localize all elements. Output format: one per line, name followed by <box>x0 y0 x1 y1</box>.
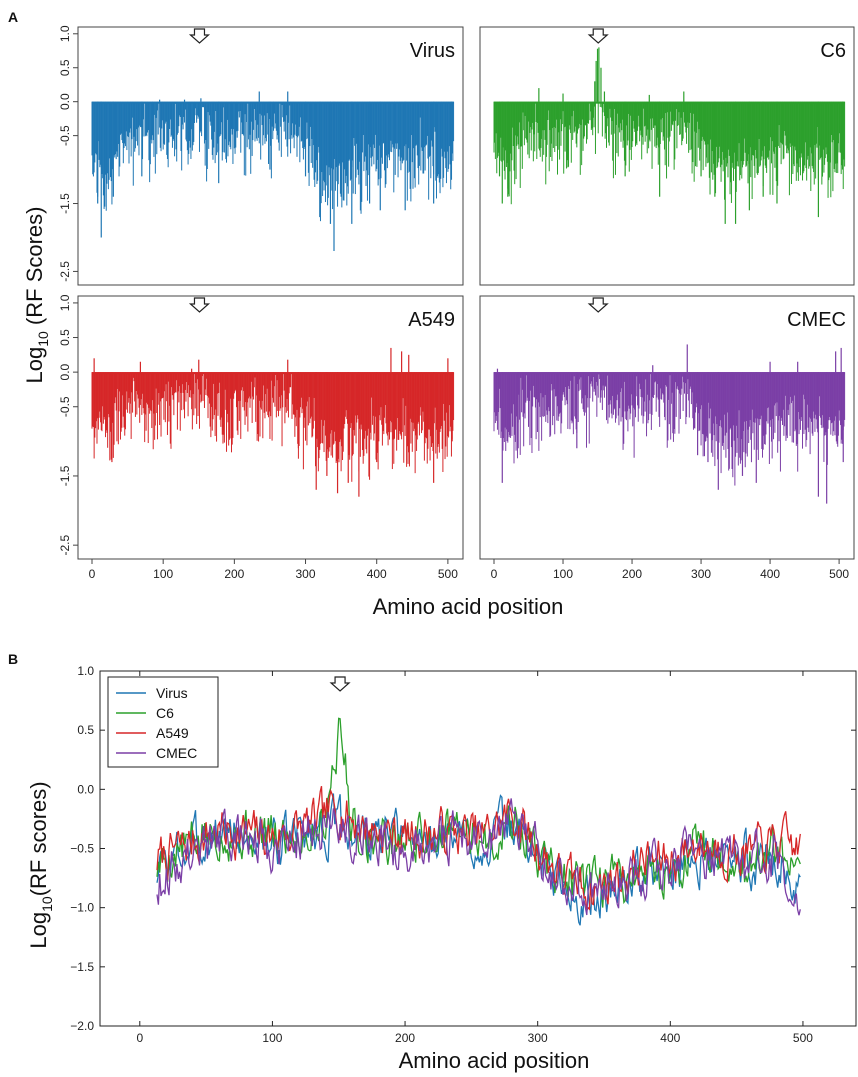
baseline <box>494 101 845 104</box>
y-tick-label: -1.5 <box>58 193 72 214</box>
y-tick-label: −1.0 <box>70 901 94 915</box>
y-tick-label: -2.5 <box>58 261 72 282</box>
peak-arrow-icon <box>587 297 609 313</box>
panel-title: C6 <box>820 40 846 62</box>
y-tick-label: 0.0 <box>77 782 94 796</box>
panel-b-ylabel-rest: (RF scores) <box>26 781 51 896</box>
x-tick-label: 400 <box>367 567 387 581</box>
y-tick-label: 1.0 <box>77 664 94 678</box>
x-tick-label: 500 <box>438 567 458 581</box>
panel-a-ylabel-log: Log <box>22 347 47 384</box>
peak-arrow-icon <box>188 28 211 44</box>
x-tick-label: 100 <box>153 567 173 581</box>
panel-frame <box>479 26 855 286</box>
panel-B: 1.0 0.5 0.0 −0.5 −1.0 −1.5 −2.0 0 100 200 300 400 50… <box>70 664 857 1045</box>
x-tick-label: 500 <box>829 567 849 581</box>
y-tick-label: 1.0 <box>58 25 72 42</box>
charts-layer: Virus 1.0 0.5 0.0 -0.5 -1.5 -2.5 C6 A549 1.0 0.5 0.… <box>58 25 857 1045</box>
panel-a-xlabel: Amino acid position <box>373 594 564 619</box>
panel-title: Virus <box>410 40 455 62</box>
baseline <box>92 372 454 375</box>
y-tick-label: -0.5 <box>58 396 72 417</box>
y-tick-label: −2.0 <box>70 1019 94 1033</box>
baseline <box>92 101 454 104</box>
x-tick-label: 100 <box>262 1031 282 1045</box>
panel-title: CMEC <box>787 309 846 331</box>
y-tick-label: 0.5 <box>58 329 72 346</box>
peak-arrow-icon <box>587 28 609 44</box>
x-tick-label: 0 <box>491 567 498 581</box>
panel-A-c6: C6 <box>479 26 855 286</box>
peak-arrow-icon <box>329 676 351 692</box>
legend-label: C6 <box>156 705 174 721</box>
legend-box <box>107 676 219 768</box>
x-tick-label: 300 <box>691 567 711 581</box>
x-tick-label: 300 <box>296 567 316 581</box>
x-tick-label: 300 <box>528 1031 548 1045</box>
y-tick-label: -2.5 <box>58 534 72 555</box>
peak-arrow-icon <box>188 297 211 313</box>
panel-A-a549: A549 1.0 0.5 0.0 -0.5 -1.5 -2.5 0 100 200 300 400 50… <box>58 294 464 581</box>
y-tick-label: 1.0 <box>58 294 72 311</box>
x-tick-label: 200 <box>622 567 642 581</box>
y-tick-label: -1.5 <box>58 465 72 486</box>
panel-a-ylabel: Log10 (RF Scores) <box>22 207 51 384</box>
panel-frame <box>479 295 855 560</box>
panel-label-a: A <box>8 9 18 25</box>
x-tick-label: 400 <box>760 567 780 581</box>
x-tick-label: 500 <box>793 1031 813 1045</box>
y-tick-label: 0.5 <box>58 59 72 76</box>
y-tick-label: −0.5 <box>70 842 94 856</box>
panel-A-cmec: CMEC 0 100 200 300 400 500 <box>479 295 855 581</box>
baseline <box>494 372 845 375</box>
legend-label: A549 <box>156 725 189 741</box>
panel-b-xlabel: Amino acid position <box>399 1048 590 1073</box>
panel-a-ylabel-rest: (RF Scores) <box>22 207 47 332</box>
legend-label: Virus <box>156 685 188 701</box>
y-tick-label: 0.0 <box>58 93 72 110</box>
x-tick-label: 0 <box>136 1031 143 1045</box>
legend-label: CMEC <box>156 745 197 761</box>
y-tick-label: 0.5 <box>77 723 94 737</box>
panel-frame <box>77 26 464 286</box>
series-line-a549 <box>156 786 801 914</box>
x-tick-label: 200 <box>224 567 244 581</box>
series-line-c6 <box>156 717 801 908</box>
panel-a-ylabel-sub: 10 <box>35 331 51 347</box>
legend: Virus C6 A549 CMEC <box>107 676 219 768</box>
y-tick-label: 0.0 <box>58 363 72 380</box>
panel-label-b: B <box>8 651 18 667</box>
x-tick-label: 100 <box>553 567 573 581</box>
x-tick-label: 0 <box>89 567 96 581</box>
panel-b-ylabel-log: Log <box>26 912 51 949</box>
panel-b-ylabel: Log10(RF scores) <box>26 781 55 948</box>
panel-b-ylabel-sub: 10 <box>39 896 55 912</box>
y-tick-label: -0.5 <box>58 125 72 146</box>
series-line-cmec <box>156 798 801 916</box>
panel-frame <box>77 295 464 560</box>
panel-title: A549 <box>408 309 455 331</box>
y-tick-label: −1.5 <box>70 960 94 974</box>
x-tick-label: 400 <box>660 1031 680 1045</box>
x-tick-label: 200 <box>395 1031 415 1045</box>
panel-A-virus: Virus 1.0 0.5 0.0 -0.5 -1.5 -2.5 <box>58 25 464 286</box>
